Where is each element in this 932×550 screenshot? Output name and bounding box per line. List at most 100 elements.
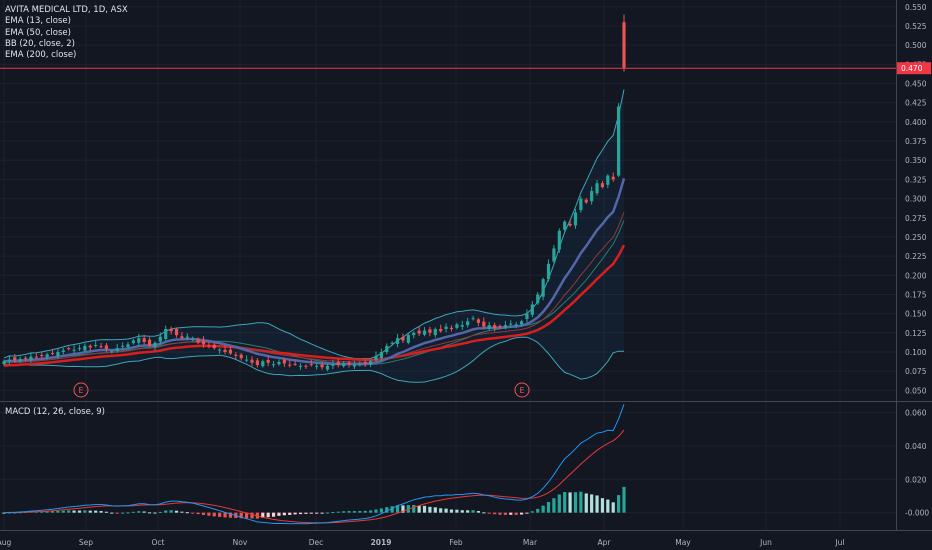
macd-line [3,404,625,525]
candle-body [77,348,82,350]
candle-body [185,336,189,338]
macd-histogram-bar [223,512,227,518]
legend-ema50[interactable]: EMA (50, close) [5,27,71,38]
candle-body [293,363,297,365]
ema-200-line [3,244,626,367]
time-tick-label: Jul [834,538,844,547]
candle-body [390,342,394,344]
macd-histogram-bar [110,512,114,514]
last-price-label: 0.470 [901,64,923,73]
macd-histogram-bar [546,501,551,513]
macd-tick-label: 0.060 [905,409,927,418]
macd-histogram-bar [196,512,200,515]
candle-body [191,338,195,340]
macd-histogram-bar [449,509,454,513]
candle-body [336,361,340,366]
macd-histogram-bar [185,512,189,514]
macd-histogram-bar [417,505,421,513]
candle-body [115,348,119,352]
candle-body [331,364,335,366]
earnings-marker-label: E [78,386,83,395]
price-tick-label: 0.300 [905,195,927,204]
earnings-marker[interactable] [73,382,89,398]
macd-histogram-bar [568,492,572,513]
candle-body [487,325,491,329]
macd-histogram-bar [466,510,470,513]
candle-body [509,323,513,325]
macd-histogram-bar [498,512,502,515]
macd-histogram-bar [573,492,578,513]
candle-body [568,223,572,226]
macd-histogram-bar [584,493,588,513]
legend-bb[interactable]: BB (20, close, 2) [5,38,75,49]
macd-tick-label: 0.040 [905,442,927,451]
macd-signal-line [3,429,625,524]
time-tick-label: 2019 [371,538,392,547]
candle-body [61,350,65,352]
macd-histogram-bar [563,492,567,513]
candle-body [315,365,319,367]
macd-histogram-bar [493,512,497,515]
macd-histogram-bar [77,510,82,513]
macd-histogram-bar [61,510,65,513]
macd-histogram-bar [282,512,286,516]
grid-lines [0,0,896,530]
macd-histogram-bar [115,512,119,514]
macd-histogram-bar [271,512,276,517]
macd-histogram-bar [50,511,55,513]
macd-histogram-bar [622,486,626,513]
indicator-legend: AVITA MEDICAL LTD, 1D, ASX EMA (13, clos… [5,5,128,61]
candle-body [239,354,243,359]
macd-histogram-bar [153,512,157,514]
macd-legend[interactable]: MACD (12, 26, close, 9) [5,407,105,417]
price-tick-label: 0.125 [905,329,927,338]
macd-histogram-bar [88,510,92,513]
price-tick-label: 0.500 [905,41,927,50]
earnings-marker[interactable] [514,382,530,398]
price-tick-label: 0.400 [905,118,927,127]
time-tick-label: Oct [152,538,165,547]
candle-body [476,319,481,323]
candle-body [325,365,330,370]
legend-ema13[interactable]: EMA (13, close) [5,16,71,27]
macd-histogram-bar [460,510,464,513]
macd-histogram-bar [142,511,146,513]
chart-title: AVITA MEDICAL LTD, 1D, ASX [5,5,128,15]
price-tick-label: 0.075 [905,367,927,376]
macd-histogram-bar [600,498,605,513]
macd-histogram-bar [439,508,443,513]
macd-histogram-bar [536,508,540,513]
macd-histogram-bar [352,511,357,513]
candle-body [147,339,152,346]
macd-histogram-bar [191,512,195,514]
candle-body [13,357,17,361]
legend-ema200[interactable]: EMA (200, close) [5,50,77,61]
candle-body [7,359,11,362]
macd-histogram-bar [56,510,60,513]
candle-body [201,340,206,345]
candle-body [536,294,540,304]
candle-body [503,325,507,328]
candle-body [72,349,76,351]
candle-body [514,324,518,326]
price-tick-label: 0.200 [905,271,927,280]
macd-histogram-bar [147,512,152,514]
macd-histogram-bar [309,512,313,514]
candle-body [406,335,410,343]
candle-body [56,351,60,356]
macd-histogram-bar [131,511,135,513]
time-tick-label: Mar [523,538,538,547]
candle-body [234,354,238,356]
macd-histogram-bar [541,505,545,513]
macd-histogram-bar [519,512,524,515]
candle-body [261,361,265,367]
candle-body [428,329,432,333]
candle-body [88,345,92,348]
candle-body [401,337,405,341]
macd-histogram-bar [358,510,362,513]
macd-pane [2,404,626,525]
candle-body [519,321,524,325]
